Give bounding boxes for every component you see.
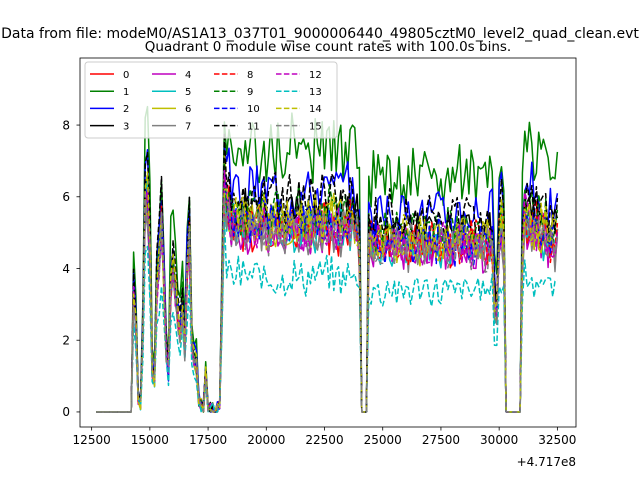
y-tick-label: 0 <box>62 405 70 419</box>
legend-label-8: 8 <box>247 70 253 81</box>
series-line-14 <box>96 171 559 413</box>
x-tick-label: 30000 <box>480 433 518 447</box>
x-tick-label: 25000 <box>364 433 402 447</box>
legend-label-13: 13 <box>309 87 322 98</box>
series-line-15 <box>96 193 559 413</box>
legend-label-5: 5 <box>185 87 191 98</box>
axis-ticks: 12500 15000 17500 20000 22500 25000 27500 30000… <box>62 118 576 447</box>
legend-label-0: 0 <box>123 70 129 81</box>
y-tick-label: 6 <box>62 190 70 204</box>
y-tick-label: 2 <box>62 334 70 348</box>
series-line-12 <box>96 169 559 413</box>
legend-label-12: 12 <box>309 70 322 81</box>
y-tick-label: 4 <box>62 262 70 276</box>
x-tick-label: 20000 <box>247 433 285 447</box>
legend-label-11: 11 <box>247 121 260 132</box>
x-tick-label: 15000 <box>131 433 169 447</box>
x-axis-offset-label: +4.717e8 <box>517 455 576 469</box>
legend-label-15: 15 <box>309 121 322 132</box>
x-tick-label: 17500 <box>189 433 227 447</box>
series-layer <box>96 105 559 413</box>
plot-frame <box>79 57 577 428</box>
series-line-11 <box>96 132 559 413</box>
x-tick-label: 22500 <box>305 433 343 447</box>
legend-label-14: 14 <box>309 104 322 115</box>
chart-title: Quadrant 0 module wise count rates with … <box>145 39 511 55</box>
legend-box <box>84 61 338 139</box>
legend-label-7: 7 <box>185 121 191 132</box>
x-tick-label: 27500 <box>422 433 460 447</box>
legend-label-4: 4 <box>185 70 191 81</box>
legend-label-1: 1 <box>123 87 129 98</box>
legend-label-6: 6 <box>185 104 191 115</box>
series-line-13 <box>96 218 558 413</box>
legend-label-9: 9 <box>247 87 253 98</box>
x-tick-label: 32500 <box>538 433 576 447</box>
figure-suptitle: Data from file: modeM0/AS1A13_037T01_900… <box>1 26 639 42</box>
legend-label-2: 2 <box>123 104 129 115</box>
legend-label-10: 10 <box>247 104 260 115</box>
y-tick-label: 8 <box>62 118 70 132</box>
x-tick-label: 12500 <box>73 433 111 447</box>
legend-label-3: 3 <box>123 121 129 132</box>
